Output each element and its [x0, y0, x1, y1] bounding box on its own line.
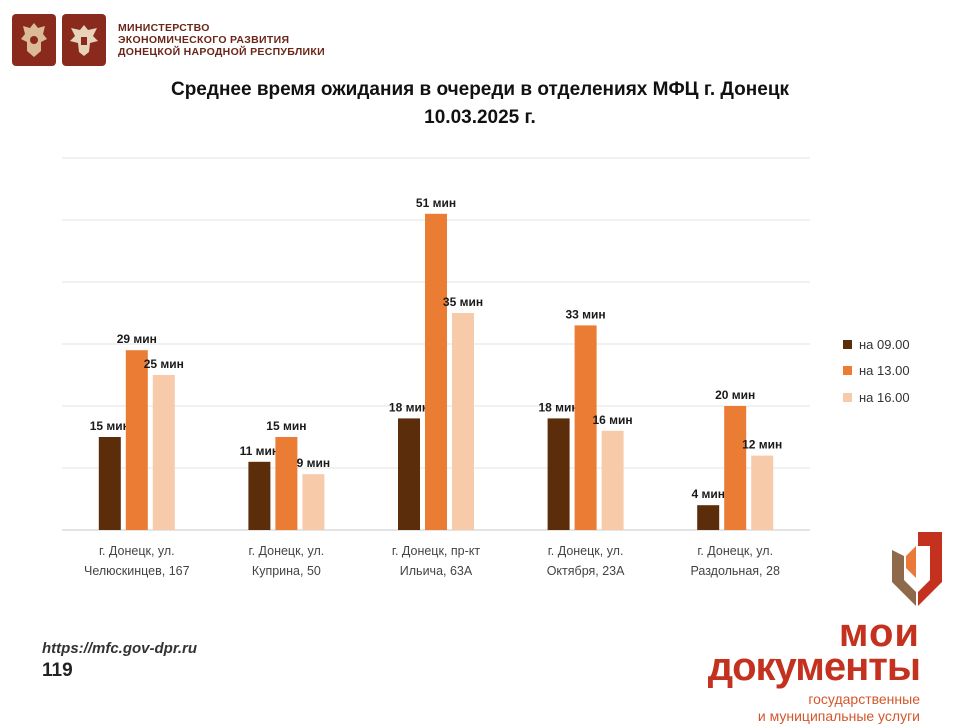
data-label: 51 мин: [416, 196, 456, 210]
data-label: 4 мин: [691, 487, 725, 501]
category-label: г. Донецк, пр-кт: [392, 544, 480, 558]
website-url: https://mfc.gov-dpr.ru: [42, 640, 197, 657]
ministry-name: МИНИСТЕРСТВО ЭКОНОМИЧЕСКОГО РАЗВИТИЯ ДОН…: [118, 22, 325, 58]
category-label: Челюскинцев, 167: [84, 564, 190, 578]
coat-of-arms-icon: [12, 14, 56, 66]
chart-title: Среднее время ожидания в очереди в отдел…: [0, 76, 960, 132]
category-label: Ильича, 63А: [400, 564, 473, 578]
bar: [547, 418, 570, 530]
bar: [275, 437, 298, 530]
moi-dokumenty-logo-icon: [888, 530, 946, 615]
data-label: 29 мин: [117, 332, 157, 346]
chart-legend: на 09.00 на 13.00 на 16.00: [843, 331, 910, 411]
bar: [98, 437, 121, 530]
brand-tagline-line: государственные: [808, 691, 920, 707]
data-label: 12 мин: [742, 438, 782, 452]
ministry-line: МИНИСТЕРСТВО: [118, 22, 210, 34]
data-label: 11 мин: [240, 444, 280, 458]
bar: [398, 418, 420, 530]
eagle-emblem-icon: [62, 14, 106, 66]
data-label: 16 мин: [593, 413, 633, 427]
ministry-line: ДОНЕЦКОЙ НАРОДНОЙ РЕСПУБЛИКИ: [118, 46, 325, 58]
page-number: 119: [42, 660, 73, 681]
legend-label: на 16.00: [859, 389, 910, 405]
category-label: г. Донецк, ул.: [548, 544, 624, 558]
bar: [302, 474, 325, 530]
header: МИНИСТЕРСТВО ЭКОНОМИЧЕСКОГО РАЗВИТИЯ ДОН…: [12, 14, 325, 66]
bar: [601, 430, 624, 530]
legend-swatch: [843, 366, 852, 376]
brand-name-line2: документы: [707, 645, 921, 689]
ministry-line: ЭКОНОМИЧЕСКОГО РАЗВИТИЯ: [118, 34, 290, 46]
brand-block: мои документы государственные и муниципа…: [707, 611, 921, 725]
legend-item: на 13.00: [843, 358, 910, 385]
bar: [452, 313, 474, 530]
legend-swatch: [843, 392, 852, 402]
brand-tagline-line: и муниципальные услуги: [757, 708, 920, 724]
legend-item: на 16.00: [843, 384, 910, 411]
bar: [248, 461, 271, 530]
bar: [574, 325, 597, 530]
data-label: 18 мин: [539, 400, 579, 414]
bar: [125, 350, 148, 530]
bar: [724, 406, 747, 530]
brand-name-line1: мои: [838, 611, 920, 655]
data-label: 33 мин: [566, 307, 606, 321]
legend-item: на 09.00: [843, 331, 910, 358]
data-label: 15 мин: [266, 419, 306, 433]
category-label: г. Донецк, ул.: [249, 544, 325, 558]
bar: [697, 505, 720, 530]
data-label: 18 мин: [389, 400, 429, 414]
data-label: 25 мин: [144, 357, 184, 371]
chart-title-line: Среднее время ожидания в очереди в отдел…: [170, 79, 790, 100]
category-label: г. Донецк, ул.: [99, 544, 175, 558]
data-label: 15 мин: [90, 419, 130, 433]
bar: [751, 455, 774, 530]
data-label: 9 мин: [297, 456, 331, 470]
category-label: Раздольная, 28: [690, 564, 779, 578]
legend-swatch: [843, 339, 852, 349]
data-label: 20 мин: [715, 388, 755, 402]
data-label: 35 мин: [443, 295, 483, 309]
bar: [425, 213, 447, 531]
chart-title-date: 10.03.2025 г.: [424, 107, 536, 128]
legend-label: на 09.00: [859, 336, 910, 352]
category-label: Куприна, 50: [252, 564, 321, 578]
legend-label: на 13.00: [859, 363, 910, 379]
category-label: Октября, 23А: [547, 564, 625, 578]
bar: [152, 375, 175, 530]
category-label: г. Донецк, ул.: [697, 544, 773, 558]
